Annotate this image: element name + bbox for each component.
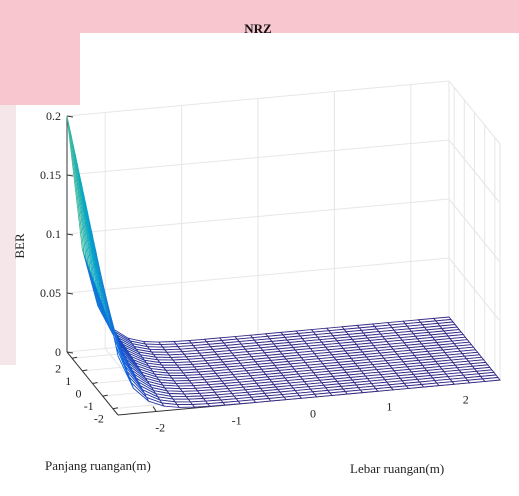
grid-line <box>66 257 450 294</box>
z-tick <box>66 233 74 236</box>
z-tick-label: 0.15 <box>40 168 61 182</box>
z-tick <box>66 351 74 354</box>
surface-mesh <box>66 115 501 408</box>
surface-cell <box>191 403 211 408</box>
x-axis-label: Lebar ruangan(m) <box>350 461 444 476</box>
y-tick <box>82 369 88 372</box>
grid-line <box>66 198 450 235</box>
y-tick <box>72 356 78 359</box>
surface-cell <box>115 346 134 389</box>
y-tick <box>112 407 118 410</box>
chart-title: NRZ <box>244 21 272 36</box>
y-tick-label: -1 <box>84 399 94 413</box>
x-tick-label: 1 <box>386 400 392 414</box>
z-tick-label: 0.1 <box>46 227 61 241</box>
y-tick-label: 1 <box>65 374 71 388</box>
y-axis-label: Panjang ruangan(m) <box>45 458 151 473</box>
x-tick <box>152 406 157 412</box>
background-band-left <box>0 33 80 105</box>
x-tick-label: -1 <box>232 414 242 428</box>
grid-line <box>66 80 450 117</box>
grid-line <box>448 80 501 145</box>
surface-cell <box>176 404 196 408</box>
grid-line <box>448 198 501 263</box>
z-tick <box>66 115 74 118</box>
z-tick-label: 0.2 <box>46 109 61 123</box>
surface-cell <box>206 402 226 407</box>
grid-line <box>66 139 450 176</box>
z-tick <box>66 292 74 295</box>
z-tick <box>66 174 74 177</box>
z-axis-label: BER <box>12 233 27 259</box>
y-tick <box>92 382 98 384</box>
y-tick <box>102 394 108 397</box>
background-band-left-lower <box>0 105 16 365</box>
x-tick-label: 0 <box>310 407 316 421</box>
background-band-top <box>0 0 519 33</box>
z-tick-label: 0 <box>55 345 61 359</box>
x-tick-label: 2 <box>463 393 469 407</box>
y-tick-label: 0 <box>76 387 82 401</box>
z-tick-label: 0.05 <box>40 286 61 300</box>
y-tick-label: 2 <box>55 361 61 375</box>
grid-line <box>448 139 501 204</box>
grid-line <box>448 257 501 322</box>
y-tick-label: -2 <box>94 412 104 426</box>
x-tick-label: -2 <box>155 421 165 435</box>
